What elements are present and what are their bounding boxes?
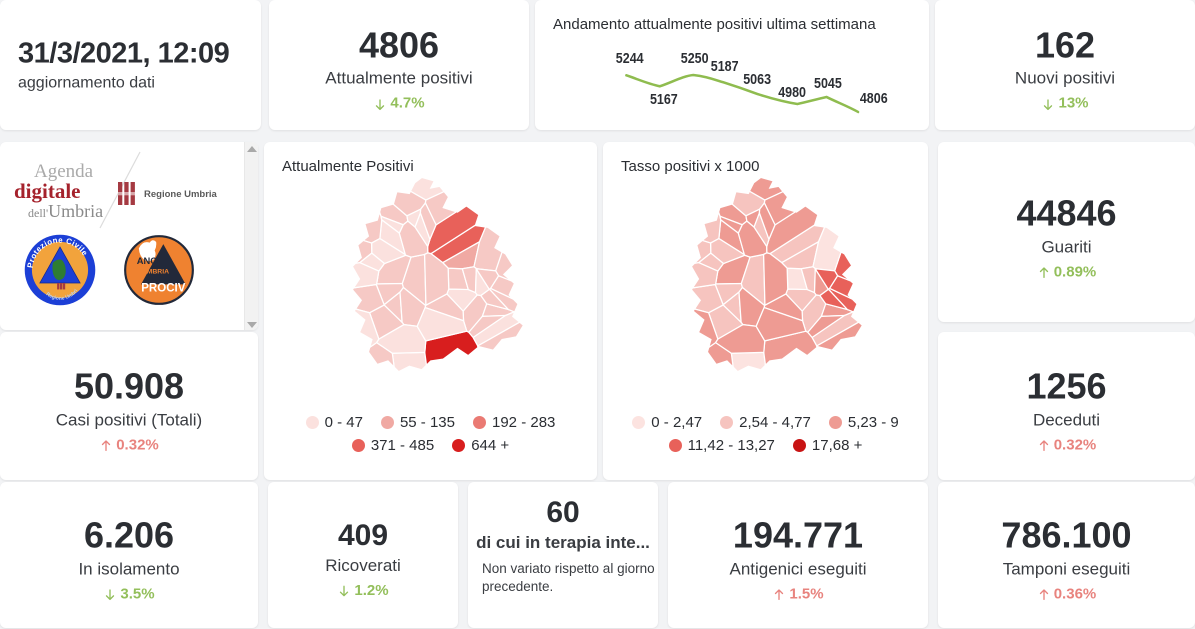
svg-text:4806: 4806	[860, 90, 888, 106]
svg-text:4980: 4980	[778, 84, 806, 100]
svg-text:UMBRIA: UMBRIA	[142, 269, 169, 276]
svg-text:5045: 5045	[814, 75, 842, 91]
svg-text:5250: 5250	[681, 50, 709, 66]
svg-text:5063: 5063	[743, 71, 771, 87]
svg-text:5187: 5187	[711, 58, 739, 74]
svg-text:5167: 5167	[650, 91, 678, 107]
svg-text:5244: 5244	[616, 50, 644, 66]
svg-text:ANCI: ANCI	[137, 256, 160, 266]
svg-text:PROCIV: PROCIV	[141, 283, 185, 295]
